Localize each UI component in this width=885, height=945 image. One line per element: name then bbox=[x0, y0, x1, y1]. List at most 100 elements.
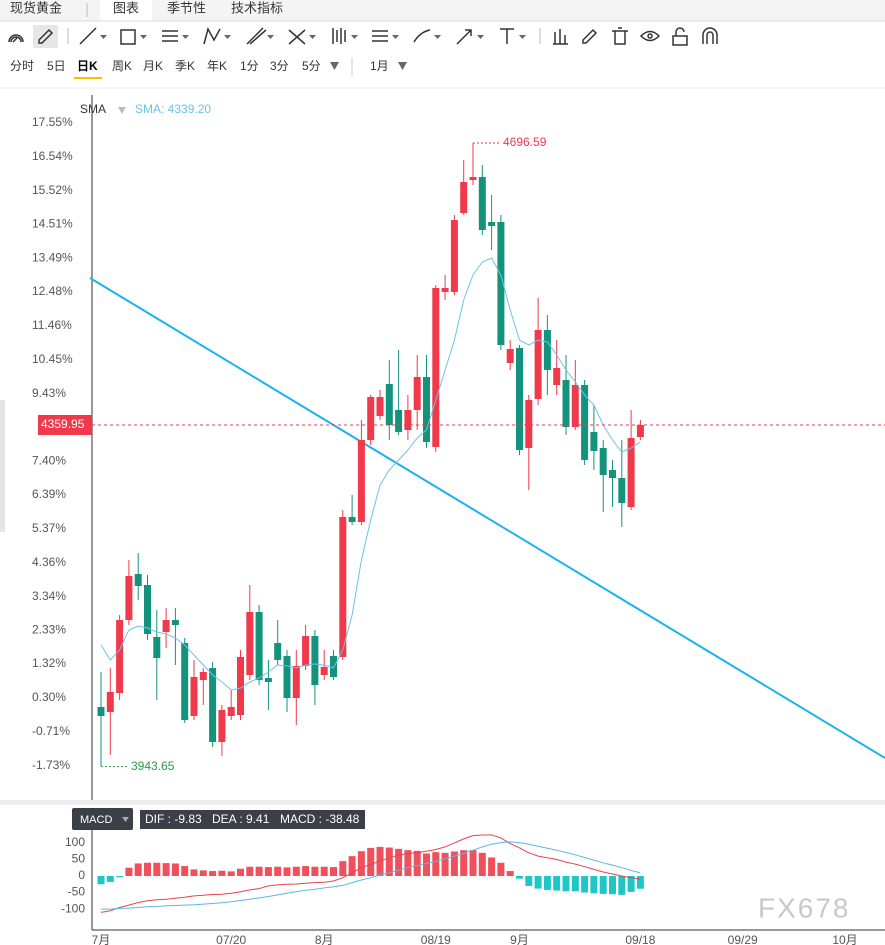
candle-body bbox=[218, 710, 226, 742]
dropdown-arrow[interactable] bbox=[330, 62, 339, 70]
candle-body bbox=[562, 380, 570, 427]
period-button[interactable]: 5日 bbox=[47, 59, 66, 73]
candle-body bbox=[497, 222, 505, 345]
x-tick-label: 08/19 bbox=[421, 933, 451, 945]
period-button[interactable]: 分时 bbox=[10, 59, 34, 73]
dropdown-arrow[interactable] bbox=[351, 35, 358, 39]
macd-bar bbox=[413, 850, 421, 877]
tab[interactable]: 季节性 bbox=[167, 0, 206, 15]
macd-bar bbox=[190, 869, 198, 877]
x-tick-label: 8月 bbox=[315, 933, 334, 945]
last-price-box bbox=[38, 415, 92, 435]
range-button[interactable]: 1月 bbox=[370, 59, 389, 73]
candle-body bbox=[627, 438, 635, 507]
dropdown-arrow[interactable] bbox=[309, 35, 316, 39]
y-tick-label: 4.36% bbox=[32, 555, 66, 569]
dropdown-arrow[interactable] bbox=[224, 35, 231, 39]
dropdown-arrow[interactable] bbox=[398, 62, 407, 70]
macd-bar bbox=[209, 871, 217, 877]
tool-icon[interactable] bbox=[332, 28, 346, 44]
period-button[interactable]: 日K bbox=[77, 59, 98, 73]
tool-icon[interactable] bbox=[456, 29, 472, 45]
candle-body bbox=[441, 288, 449, 292]
macd-bar bbox=[599, 876, 607, 894]
dropdown-arrow[interactable] bbox=[267, 35, 274, 39]
macd-bar bbox=[525, 876, 533, 886]
macd-bar bbox=[116, 876, 124, 878]
tool-icon[interactable] bbox=[639, 30, 661, 42]
dropdown-arrow[interactable] bbox=[122, 817, 129, 822]
tab[interactable]: 技术指标 bbox=[231, 0, 283, 15]
period-button[interactable]: 年K bbox=[207, 59, 227, 73]
macd-bar bbox=[478, 852, 486, 877]
active-tab bbox=[100, 0, 152, 21]
indicator-name[interactable]: MACD bbox=[80, 814, 112, 826]
tool-icon[interactable] bbox=[702, 27, 718, 44]
period-button[interactable]: 3分 bbox=[270, 59, 289, 73]
y-tick-label: 100 bbox=[65, 835, 85, 849]
tool-icon[interactable] bbox=[120, 29, 136, 45]
candle-body bbox=[432, 288, 440, 447]
candle-body bbox=[255, 612, 263, 680]
y-tick-label: 14.51% bbox=[32, 217, 73, 231]
dropdown-arrow[interactable] bbox=[182, 35, 189, 39]
macd-bar bbox=[311, 866, 319, 877]
tool-icon[interactable] bbox=[413, 29, 431, 43]
candle-body bbox=[357, 440, 365, 522]
y-tick-label: 9.43% bbox=[32, 386, 66, 400]
tool-icon[interactable] bbox=[612, 27, 628, 45]
dropdown-arrow[interactable] bbox=[392, 35, 399, 39]
tab[interactable]: 图表 bbox=[113, 0, 139, 15]
y-tick-label: 1.32% bbox=[32, 656, 66, 670]
dropdown-arrow[interactable] bbox=[519, 35, 526, 39]
candle-body bbox=[404, 410, 412, 430]
macd-bar bbox=[562, 876, 570, 892]
macd-bar bbox=[441, 852, 449, 877]
macd-bar bbox=[497, 862, 505, 877]
tool-icon[interactable] bbox=[162, 30, 178, 42]
candle-body bbox=[618, 478, 626, 503]
period-button[interactable]: 季K bbox=[175, 59, 195, 73]
dropdown-arrow[interactable] bbox=[477, 35, 484, 39]
sma-readout: SMA: 4339.20 bbox=[135, 102, 211, 116]
macd-readout: MACD : -38.48 bbox=[280, 812, 360, 826]
tool-icon[interactable] bbox=[203, 26, 221, 45]
tool-icon[interactable] bbox=[672, 27, 688, 46]
dropdown-arrow[interactable] bbox=[434, 35, 441, 39]
candle-body bbox=[385, 384, 393, 425]
candle-body bbox=[97, 707, 105, 716]
dea-readout: DEA : 9.41 bbox=[212, 812, 270, 826]
tool-icon[interactable] bbox=[38, 28, 54, 44]
macd-bar bbox=[106, 876, 114, 882]
macd-bar bbox=[506, 871, 514, 877]
tool-icon[interactable] bbox=[8, 34, 24, 43]
tool-icon[interactable] bbox=[79, 27, 97, 45]
indicator-button[interactable] bbox=[72, 808, 133, 830]
x-tick-label: 09/18 bbox=[625, 933, 655, 945]
dropdown-arrow[interactable] bbox=[118, 107, 126, 114]
high-label: 4696.59 bbox=[503, 135, 547, 149]
period-button[interactable]: 月K bbox=[143, 59, 163, 73]
trend-line[interactable] bbox=[89, 277, 885, 759]
tool-icon[interactable] bbox=[553, 29, 568, 45]
tool-icon[interactable] bbox=[500, 28, 514, 44]
y-tick-label: 10.45% bbox=[32, 352, 73, 366]
period-button[interactable]: 1分 bbox=[240, 59, 259, 73]
dropdown-arrow[interactable] bbox=[140, 35, 147, 39]
y-tick-label: 12.48% bbox=[32, 284, 73, 298]
side-handle[interactable] bbox=[0, 400, 5, 532]
candle-body bbox=[237, 657, 244, 715]
tool-icon[interactable] bbox=[288, 29, 306, 45]
macd-bar bbox=[237, 868, 244, 877]
macd-bar bbox=[460, 850, 468, 877]
period-button[interactable]: 5分 bbox=[302, 59, 321, 73]
dropdown-arrow[interactable] bbox=[100, 35, 107, 39]
candle-body bbox=[339, 517, 347, 657]
macd-bar bbox=[543, 876, 551, 890]
period-button[interactable]: 周K bbox=[112, 59, 132, 73]
tool-icon[interactable] bbox=[246, 27, 267, 45]
tool-icon[interactable] bbox=[582, 28, 598, 44]
macd-bar bbox=[227, 871, 235, 877]
tool-icon[interactable] bbox=[372, 30, 388, 42]
macd-bar bbox=[469, 850, 477, 877]
